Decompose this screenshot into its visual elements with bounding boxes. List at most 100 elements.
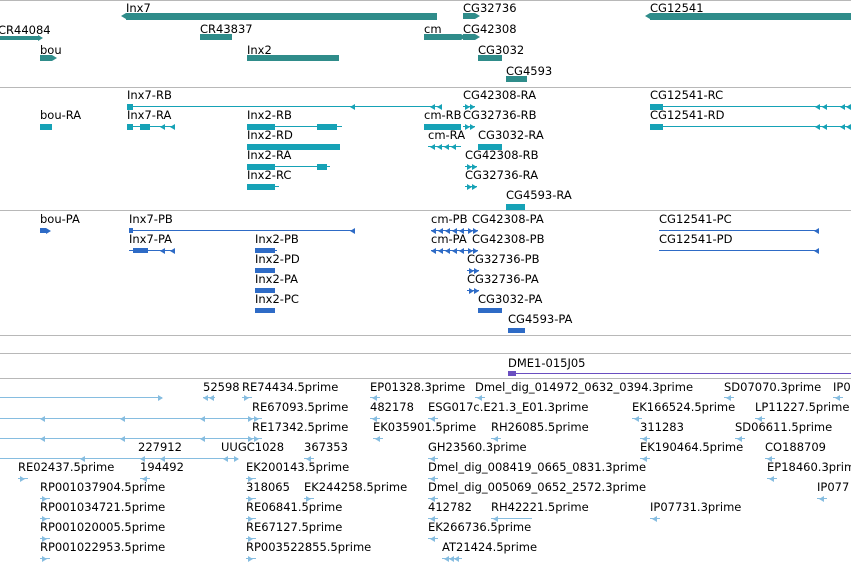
strand-arrow-icon: [449, 555, 454, 562]
inx7-pa-label: Inx7-PA: [129, 232, 173, 246]
strand-arrow-icon: [42, 555, 47, 562]
strand-arrow-icon: [445, 247, 450, 254]
strand-arrow-icon: [430, 143, 435, 150]
strand-arrow-icon: [846, 103, 851, 110]
ep01328-3prime-label: EP01328.3prime: [370, 380, 466, 394]
exon-box[interactable]: [508, 371, 516, 376]
exon-box[interactable]: [129, 228, 133, 233]
exon-box[interactable]: [40, 228, 46, 233]
strand-arrow-icon: [835, 394, 840, 401]
gene-bar[interactable]: [424, 34, 461, 40]
strand-arrow-icon: [234, 455, 239, 462]
exon-box[interactable]: [127, 103, 133, 110]
exon-box[interactable]: [317, 123, 337, 130]
exon-box[interactable]: [650, 123, 663, 130]
strand-arrow-icon: [475, 34, 480, 40]
uugc1028-label: UUGC1028: [221, 440, 285, 454]
inx2-ra-label: Inx2-RA: [247, 148, 292, 162]
exon-box[interactable]: [247, 143, 340, 150]
exon-box[interactable]: [127, 123, 133, 130]
gene-bar[interactable]: [247, 55, 339, 61]
strand-arrow-icon: [40, 435, 45, 442]
strand-arrow-icon: [473, 227, 478, 234]
strand-arrow-icon: [726, 394, 731, 401]
exon-box[interactable]: [506, 203, 525, 210]
strand-arrow-icon: [757, 415, 762, 422]
exon-box[interactable]: [255, 308, 275, 313]
exon-box[interactable]: [478, 308, 502, 313]
rp001022953-5prime-label: RP001022953.5prime: [40, 540, 166, 554]
194492-label: 194492: [140, 460, 184, 474]
strand-arrow-icon: [158, 394, 163, 401]
exon-box[interactable]: [255, 288, 275, 293]
ek266736-5prime-label: EK266736.5prime: [428, 520, 532, 534]
cg4593-label: CG4593: [506, 64, 553, 78]
strand-arrow-icon: [475, 13, 480, 19]
cg32736-pb-label: CG32736-PB: [467, 252, 540, 266]
gene-bar[interactable]: [650, 12, 851, 20]
exon-box[interactable]: [650, 103, 663, 110]
exon-box[interactable]: [424, 123, 461, 130]
gene-bar[interactable]: [478, 55, 502, 61]
intron-line: [0, 458, 238, 459]
gene-bar[interactable]: [506, 76, 527, 82]
intron-line: [508, 373, 851, 374]
exon-box[interactable]: [247, 183, 275, 190]
strand-arrow-icon: [737, 435, 742, 442]
strand-arrow-icon: [468, 227, 473, 234]
strand-arrow-icon: [121, 13, 126, 19]
re06841-5prime-label: RE06841.5prime: [246, 500, 343, 514]
strand-arrow-icon: [437, 103, 442, 110]
strand-arrow-icon: [642, 455, 647, 462]
exon-box[interactable]: [247, 163, 275, 170]
exon-box[interactable]: [247, 123, 275, 130]
strand-arrow-icon: [372, 394, 377, 401]
exon-box[interactable]: [40, 123, 52, 130]
strand-arrow-icon: [470, 123, 475, 130]
intron-line: [127, 106, 440, 107]
exon-box[interactable]: [140, 123, 150, 130]
gene-bar[interactable]: [200, 34, 232, 40]
rp003522855-5prime-label: RP003522855.5prime: [246, 540, 372, 554]
strand-arrow-icon: [469, 287, 474, 294]
dmel-dig-005069-0652-2572-3prime-label: Dmel_dig_005069_0652_2572.3prime: [428, 480, 647, 494]
gene-bar[interactable]: [40, 55, 52, 61]
inx2-pb-label: Inx2-PB: [255, 232, 299, 246]
gene-bar[interactable]: [0, 36, 38, 40]
52598-label: 52598: [203, 380, 240, 394]
inx7-pb-label: Inx7-PB: [129, 212, 173, 226]
exon-box[interactable]: [255, 248, 275, 253]
strand-arrow-icon: [814, 247, 819, 254]
cg42308-label: CG42308: [463, 22, 517, 36]
exon-box[interactable]: [508, 328, 525, 333]
strand-arrow-icon: [474, 287, 479, 294]
cr44084-label: CR44084: [0, 23, 51, 37]
strand-arrow-icon: [200, 435, 205, 442]
strand-arrow-icon: [769, 475, 774, 482]
rh42221-5prime-label: RH42221.5prime: [491, 500, 589, 514]
cg32736-pa-label: CG32736-PA: [467, 272, 539, 286]
gene-bar[interactable]: [463, 13, 475, 19]
inx7-ra-label: Inx7-RA: [127, 108, 172, 122]
strand-arrow-icon: [467, 183, 472, 190]
rp001034721-5prime-label: RP001034721.5prime: [40, 500, 166, 514]
exon-box[interactable]: [478, 143, 502, 150]
strand-arrow-icon: [493, 435, 498, 442]
gene-bar[interactable]: [463, 34, 475, 40]
strand-arrow-icon: [459, 247, 464, 254]
gene-bar[interactable]: [126, 12, 437, 20]
strand-arrow-icon: [306, 495, 311, 502]
intron-line: [0, 418, 252, 419]
exon-box[interactable]: [317, 163, 327, 170]
strand-arrow-icon: [438, 247, 443, 254]
strand-arrow-icon: [469, 267, 474, 274]
strand-arrow-icon: [170, 247, 175, 254]
exon-box[interactable]: [255, 268, 275, 273]
bou-pa-label: bou-PA: [40, 212, 80, 226]
cg4593-ra-label: CG4593-RA: [506, 188, 572, 202]
strand-arrow-icon: [248, 515, 253, 522]
exon-box[interactable]: [133, 248, 148, 253]
track-divider-genes-mrna: [0, 87, 851, 88]
track-divider-top: [0, 0, 851, 1]
